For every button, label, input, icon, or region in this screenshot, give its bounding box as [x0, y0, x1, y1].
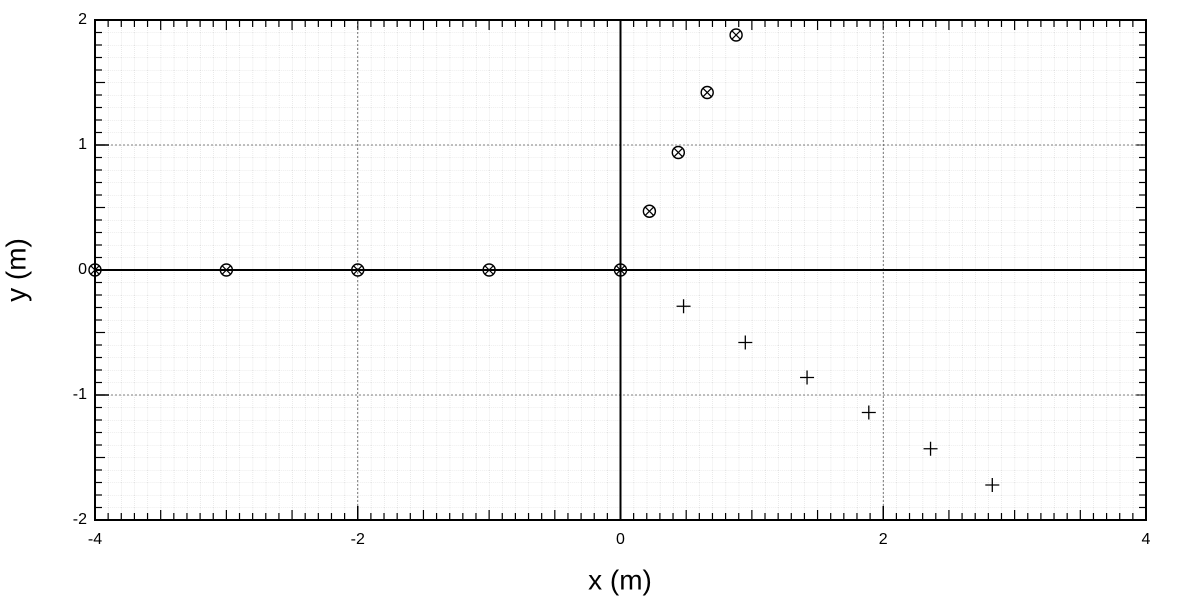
x-axis-title: x (m)	[588, 564, 652, 595]
point	[351, 263, 365, 277]
point	[219, 263, 234, 277]
point	[985, 478, 1000, 492]
point	[671, 145, 686, 160]
point	[861, 405, 876, 420]
x-tick-label: 0	[616, 531, 625, 548]
y-tick-label: -2	[73, 511, 87, 528]
point	[482, 263, 496, 277]
point	[613, 263, 628, 277]
point	[729, 28, 743, 42]
point	[676, 299, 691, 314]
point	[700, 85, 714, 100]
point	[800, 370, 815, 385]
point	[88, 263, 102, 277]
x-tick-label: -4	[88, 531, 102, 548]
x-tick-label: -2	[351, 531, 365, 548]
point	[738, 335, 753, 350]
y-tick-label: 1	[78, 136, 87, 153]
x-tick-label: 2	[879, 531, 888, 548]
y-tick-label: -1	[73, 386, 87, 403]
point	[923, 441, 938, 456]
point	[642, 204, 657, 218]
y-axis-title: y (m)	[0, 238, 31, 302]
x-tick-label: 4	[1142, 531, 1151, 548]
y-tick-label: 2	[78, 11, 87, 28]
y-tick-label: 0	[78, 261, 87, 278]
